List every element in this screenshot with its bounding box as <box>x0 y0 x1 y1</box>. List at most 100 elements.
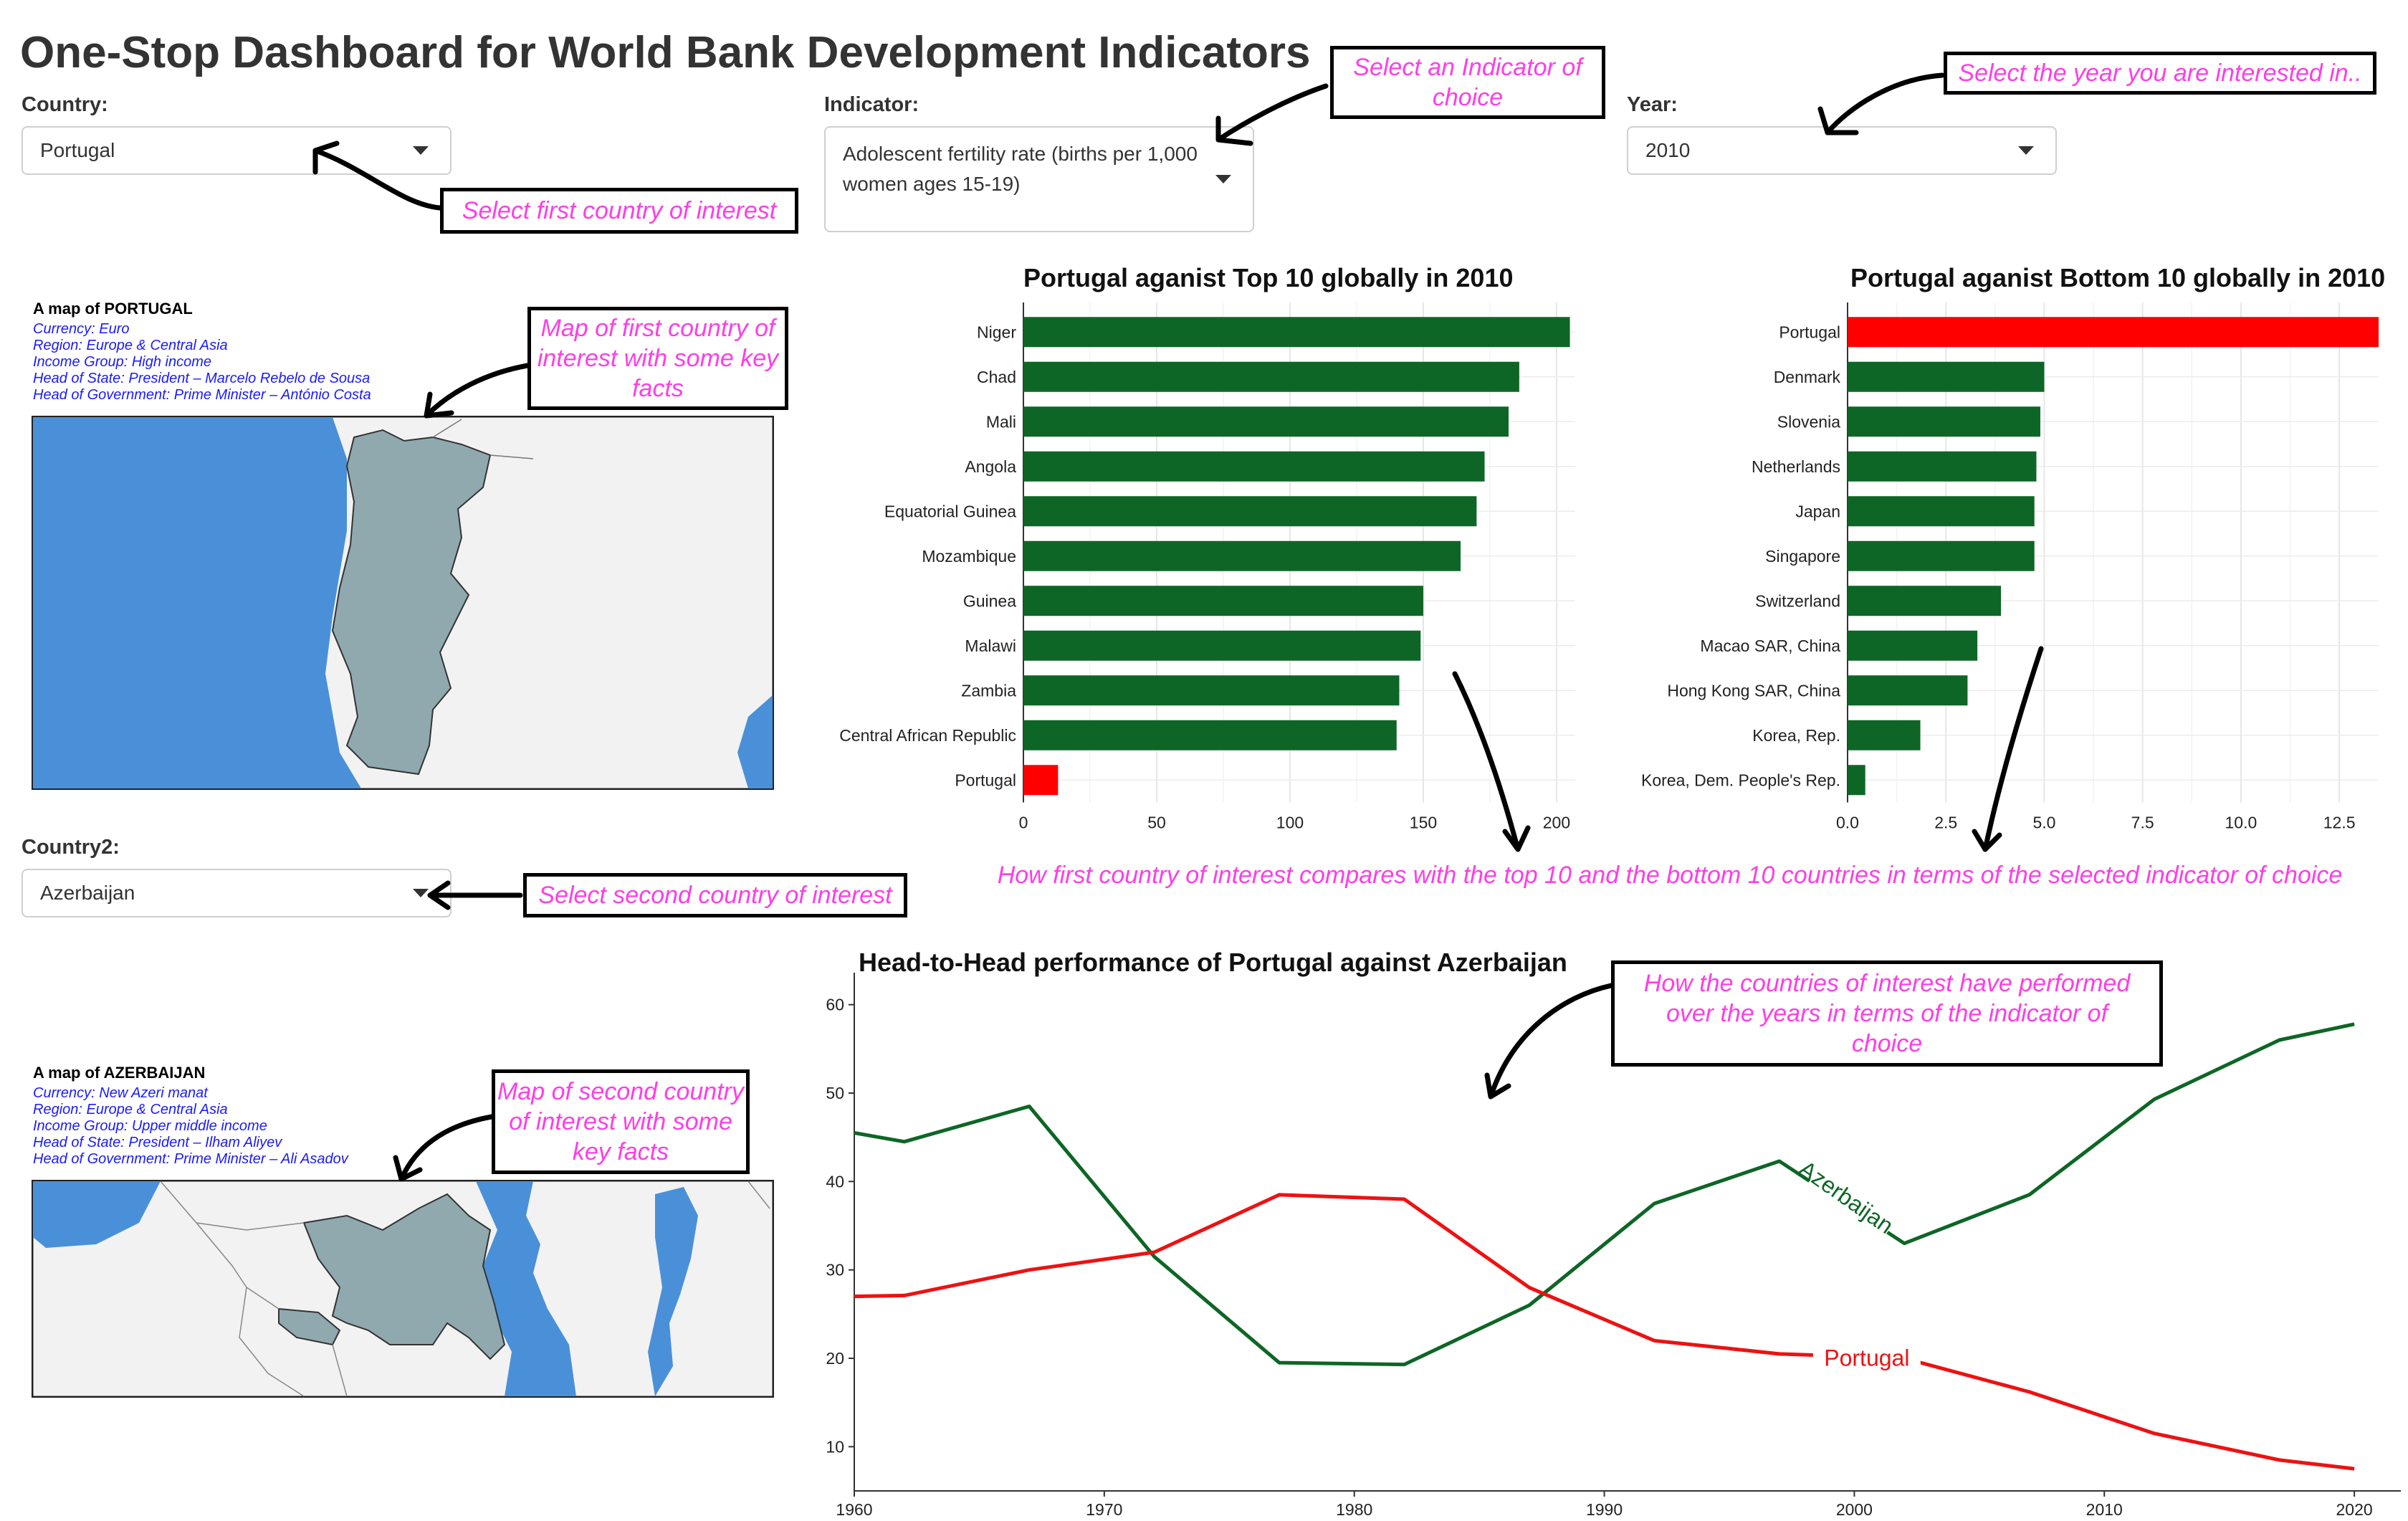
bar-mozambique <box>1023 540 1461 571</box>
bar-portugal <box>1848 317 2379 348</box>
bar-singapore <box>1848 540 2035 571</box>
map2-fact: Head of Government: Prime Minister – Ali… <box>33 1151 348 1167</box>
map2-azerbaijan <box>32 1180 774 1398</box>
x-tick-label: 200 <box>1543 814 1570 832</box>
map2-lake-east <box>648 1187 698 1396</box>
category-label: Mozambique <box>922 547 1016 566</box>
map2-annotation: Map of second country of interest with s… <box>492 1069 750 1174</box>
category-label: Switzerland <box>1755 591 1840 610</box>
category-label: Malawi <box>965 636 1016 655</box>
category-label: Portugal <box>1779 323 1840 341</box>
map2-country-azerbaijan <box>302 1193 506 1360</box>
bar-guinea <box>1023 586 1423 616</box>
map2-fact: Currency: New Azeri manat <box>33 1085 208 1101</box>
year-select[interactable]: 2010 <box>1627 126 2057 175</box>
y-tick-label: 20 <box>826 1349 844 1368</box>
chart-title: Portugal aganist Bottom 10 globally in 2… <box>1850 263 2385 292</box>
bar-chad <box>1023 361 1519 392</box>
map1-spain-border <box>432 419 534 459</box>
category-label: Korea, Dem. People's Rep. <box>1641 771 1840 789</box>
compare-annotation: How first country of interest compares w… <box>997 862 2343 889</box>
indicator-select-value-line1: Adolescent fertility rate (births per 1,… <box>843 143 1198 165</box>
series-label-portugal: Portugal <box>1824 1345 1909 1370</box>
chevron-down-icon <box>1215 175 1231 183</box>
arrow-year <box>1817 72 1945 135</box>
bar-hong-kong-sar-china <box>1848 675 1968 706</box>
series-label-bg <box>1800 1162 1899 1249</box>
category-label: Zambia <box>961 681 1016 700</box>
map1-annotation: Map of first country of interest with so… <box>527 307 788 410</box>
bar-macao-sar-china <box>1848 630 1978 661</box>
page-title: One-Stop Dashboard for World Bank Develo… <box>20 28 1311 77</box>
country-label: Country: <box>22 93 108 116</box>
x-tick-label: 1990 <box>1586 1500 1623 1519</box>
y-tick-label: 10 <box>826 1437 844 1456</box>
country2-select[interactable]: Azerbaijan <box>22 869 452 917</box>
x-tick-label: 2010 <box>2086 1500 2123 1519</box>
map2-fact: Income Group: Upper middle income <box>33 1118 267 1134</box>
x-tick-label: 50 <box>1147 814 1166 832</box>
category-label: Chad <box>977 368 1016 386</box>
country2-select-value: Azerbaijan <box>40 882 135 904</box>
category-label: Portugal <box>955 771 1016 789</box>
map2-title: A map of AZERBAIJAN <box>33 1064 206 1082</box>
series-line-azerbaijan <box>854 1022 2355 1367</box>
bar-netherlands <box>1848 451 2037 482</box>
map1-fact: Head of Government: Prime Minister – Ant… <box>33 387 371 403</box>
chevron-down-icon <box>413 146 429 155</box>
bar-angola <box>1023 451 1485 482</box>
category-label: Hong Kong SAR, China <box>1667 681 1840 700</box>
year-label: Year: <box>1627 93 1678 116</box>
chart-title: Head-to-Head performance of Portugal aga… <box>859 948 1567 977</box>
indicator-select[interactable]: Adolescent fertility rate (births per 1,… <box>824 126 1254 232</box>
category-label: Central African Republic <box>839 726 1016 745</box>
map1-fact: Region: Europe & Central Asia <box>33 338 228 353</box>
map1-portugal <box>32 416 774 790</box>
bar-malawi <box>1023 630 1421 661</box>
category-label: Macao SAR, China <box>1700 636 1840 655</box>
country-select[interactable]: Portugal <box>22 126 452 175</box>
category-label: Korea, Rep. <box>1752 726 1840 745</box>
top10-chart: Portugal aganist Top 10 globally in 2010… <box>839 263 1575 832</box>
map1-ocean <box>33 417 361 788</box>
y-tick-label: 40 <box>826 1172 844 1191</box>
country-annotation: Select first country of interest <box>440 188 798 234</box>
indicator-label: Indicator: <box>824 93 919 116</box>
country2-annotation: Select second country of interest <box>523 873 907 917</box>
series-line-portugal <box>854 1193 2355 1471</box>
indicator-annotation: Select an Indicator of choice <box>1330 46 1605 119</box>
bar-korea-dem-people-s-rep- <box>1848 765 1865 796</box>
x-tick-label: 150 <box>1410 814 1437 832</box>
x-tick-label: 100 <box>1276 814 1304 832</box>
x-tick-label: 0.0 <box>1836 814 1859 832</box>
category-label: Mali <box>986 412 1016 431</box>
chevron-down-icon <box>2018 146 2034 155</box>
map2-facts: Currency: New Azeri manat Region: Europe… <box>33 1085 348 1168</box>
y-tick-label: 60 <box>826 996 844 1014</box>
category-label: Slovenia <box>1777 412 1840 431</box>
bottom10-chart: Portugal aganist Bottom 10 globally in 2… <box>1641 263 2385 832</box>
category-label: Niger <box>977 323 1016 341</box>
bar-central-african-republic <box>1023 720 1397 750</box>
x-tick-label: 5.0 <box>2032 814 2055 832</box>
x-tick-label: 2000 <box>1836 1500 1873 1519</box>
map2-fact: Region: Europe & Central Asia <box>33 1102 228 1117</box>
map2-fact: Head of State: President – Ilham Aliyev <box>33 1135 282 1150</box>
map1-fact: Currency: Euro <box>33 321 130 337</box>
map2-borders <box>160 1181 770 1397</box>
country2-label: Country2: <box>22 836 120 859</box>
bar-equatorial-guinea <box>1023 496 1477 527</box>
y-tick-label: 50 <box>826 1084 844 1102</box>
h2h-chart: Head-to-Head performance of Portugal aga… <box>826 948 2401 1519</box>
map2-caspian-sea <box>476 1181 576 1396</box>
x-tick-label: 2.5 <box>1934 814 1957 832</box>
arrow-map1 <box>424 363 530 419</box>
map1-title: A map of PORTUGAL <box>33 300 193 318</box>
x-tick-label: 1980 <box>1336 1500 1372 1519</box>
chart-title: Portugal aganist Top 10 globally in 2010 <box>1023 263 1514 292</box>
category-label: Denmark <box>1774 368 1841 386</box>
category-label: Netherlands <box>1752 457 1840 476</box>
map1-country-portugal <box>331 429 492 776</box>
x-tick-label: 7.5 <box>2131 814 2154 832</box>
bar-japan <box>1848 496 2035 527</box>
